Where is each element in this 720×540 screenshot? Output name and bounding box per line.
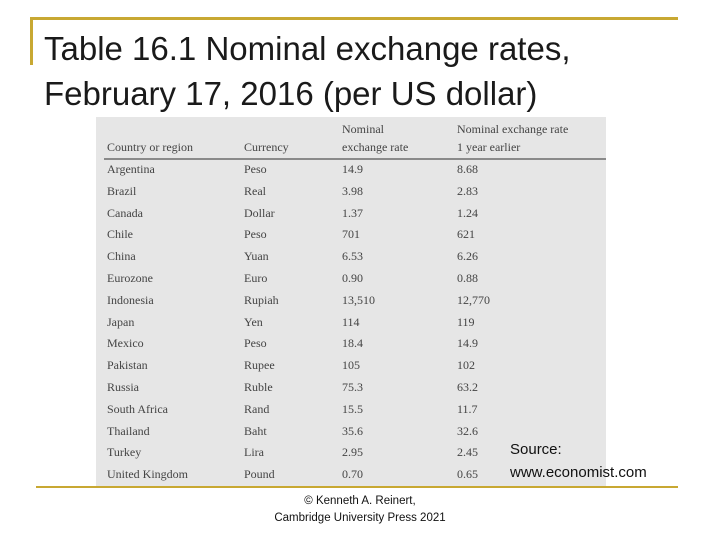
cell-nominal-rate: 75.3 <box>342 379 363 394</box>
header-currency: Currency <box>244 140 289 154</box>
header-nominal-line-1: Nominal <box>342 122 384 136</box>
source-url: www.economist.com <box>510 464 647 481</box>
cell-currency: Euro <box>244 270 268 285</box>
cell-country: Chile <box>107 227 133 242</box>
table-row: South Africa Rand 15.5 11.7 <box>96 399 606 421</box>
table-row: Argentina Peso 14.9 8.68 <box>96 159 606 181</box>
top-rule <box>30 17 678 20</box>
cell-nominal-rate: 15.5 <box>342 401 363 416</box>
cell-currency: Peso <box>244 227 267 242</box>
table-row: Thailand Baht 35.6 32.6 <box>96 421 606 443</box>
cell-rate-year-earlier: 12,770 <box>457 292 490 307</box>
cell-currency: Dollar <box>244 205 275 220</box>
cell-currency: Rupiah <box>244 292 279 307</box>
cell-rate-year-earlier: 11.7 <box>457 401 478 416</box>
cell-country: Brazil <box>107 183 137 198</box>
cell-country: Japan <box>107 314 135 329</box>
source-label: Source: <box>510 441 562 458</box>
footer-line-2: Cambridge University Press 2021 <box>274 512 446 524</box>
cell-nominal-rate: 701 <box>342 227 360 242</box>
cell-country: Pakistan <box>107 358 148 373</box>
footer-line-1: © Kenneth A. Reinert, <box>304 495 416 507</box>
table-row: Brazil Real 3.98 2.83 <box>96 181 606 203</box>
cell-country: Thailand <box>107 423 150 438</box>
source-note: Source: www.economist.com <box>510 438 710 484</box>
table-row: Russia Ruble 75.3 63.2 <box>96 377 606 399</box>
cell-rate-year-earlier: 32.6 <box>457 423 478 438</box>
cell-nominal-rate: 3.98 <box>342 183 363 198</box>
table-row: Mexico Peso 18.4 14.9 <box>96 333 606 355</box>
cell-currency: Lira <box>244 445 264 460</box>
cell-country: Mexico <box>107 336 144 351</box>
top-left-accent <box>30 17 33 65</box>
cell-country: United Kingdom <box>107 467 188 482</box>
cell-currency: Yuan <box>244 249 269 264</box>
cell-currency: Ruble <box>244 379 273 394</box>
cell-rate-year-earlier: 0.65 <box>457 467 478 482</box>
table-header: Country or region Currency Nominal excha… <box>96 117 606 158</box>
cell-currency: Rand <box>244 401 270 416</box>
cell-currency: Baht <box>244 423 267 438</box>
cell-nominal-rate: 14.9 <box>342 162 363 176</box>
cell-rate-year-earlier: 63.2 <box>457 379 478 394</box>
exchange-rate-table: Country or region Currency Nominal excha… <box>96 117 606 486</box>
cell-country: Argentina <box>107 162 155 176</box>
table-row: Turkey Lira 2.95 2.45 <box>96 442 606 464</box>
table-row: China Yuan 6.53 6.26 <box>96 246 606 268</box>
table-body: Argentina Peso 14.9 8.68 Brazil Real 3.98 2.83 C… <box>96 159 606 486</box>
cell-currency: Real <box>244 183 266 198</box>
cell-rate-year-earlier: 102 <box>457 358 475 373</box>
header-country: Country or region <box>107 140 193 154</box>
cell-currency: Rupee <box>244 358 275 373</box>
cell-country: Russia <box>107 379 140 394</box>
cell-rate-year-earlier: 8.68 <box>457 162 478 176</box>
cell-country: Turkey <box>107 445 142 460</box>
table-row: Indonesia Rupiah 13,510 12,770 <box>96 290 606 312</box>
header-divider <box>104 158 606 160</box>
cell-nominal-rate: 0.70 <box>342 467 363 482</box>
header-nominal-line-2: exchange rate <box>342 140 409 154</box>
cell-rate-year-earlier: 1.24 <box>457 205 478 220</box>
cell-nominal-rate: 114 <box>342 314 360 329</box>
cell-nominal-rate: 13,510 <box>342 292 375 307</box>
cell-nominal-rate: 6.53 <box>342 249 363 264</box>
header-year-earlier-line-2: 1 year earlier <box>457 140 521 154</box>
cell-currency: Peso <box>244 336 267 351</box>
title-line-2: February 17, 2016 (per US dollar) <box>44 75 538 112</box>
header-year-earlier-line-1: Nominal exchange rate <box>457 122 569 136</box>
cell-country: South Africa <box>107 401 168 416</box>
cell-nominal-rate: 0.90 <box>342 270 363 285</box>
cell-rate-year-earlier: 119 <box>457 314 475 329</box>
cell-currency: Yen <box>244 314 263 329</box>
cell-country: Canada <box>107 205 143 220</box>
copyright-footer: © Kenneth A. Reinert, Cambridge Universi… <box>250 493 470 527</box>
table-row: Canada Dollar 1.37 1.24 <box>96 203 606 225</box>
cell-country: Eurozone <box>107 270 153 285</box>
bottom-rule <box>36 486 678 488</box>
table-row: Japan Yen 114 119 <box>96 312 606 334</box>
slide-title: Table 16.1 Nominal exchange rates, Febru… <box>44 26 684 116</box>
cell-rate-year-earlier: 2.45 <box>457 445 478 460</box>
cell-rate-year-earlier: 2.83 <box>457 183 478 198</box>
title-line-1: Table 16.1 Nominal exchange rates, <box>44 30 571 67</box>
cell-nominal-rate: 1.37 <box>342 205 363 220</box>
cell-nominal-rate: 35.6 <box>342 423 363 438</box>
table-row: Chile Peso 701 621 <box>96 224 606 246</box>
table-row: Pakistan Rupee 105 102 <box>96 355 606 377</box>
cell-rate-year-earlier: 621 <box>457 227 475 242</box>
cell-currency: Pound <box>244 467 275 482</box>
cell-country: China <box>107 249 136 264</box>
cell-currency: Peso <box>244 162 267 176</box>
cell-rate-year-earlier: 14.9 <box>457 336 478 351</box>
cell-nominal-rate: 2.95 <box>342 445 363 460</box>
cell-nominal-rate: 105 <box>342 358 360 373</box>
cell-rate-year-earlier: 6.26 <box>457 249 478 264</box>
cell-country: Indonesia <box>107 292 154 307</box>
cell-nominal-rate: 18.4 <box>342 336 363 351</box>
cell-rate-year-earlier: 0.88 <box>457 270 478 285</box>
table-row: Eurozone Euro 0.90 0.88 <box>96 268 606 290</box>
table-row: United Kingdom Pound 0.70 0.65 <box>96 464 606 486</box>
